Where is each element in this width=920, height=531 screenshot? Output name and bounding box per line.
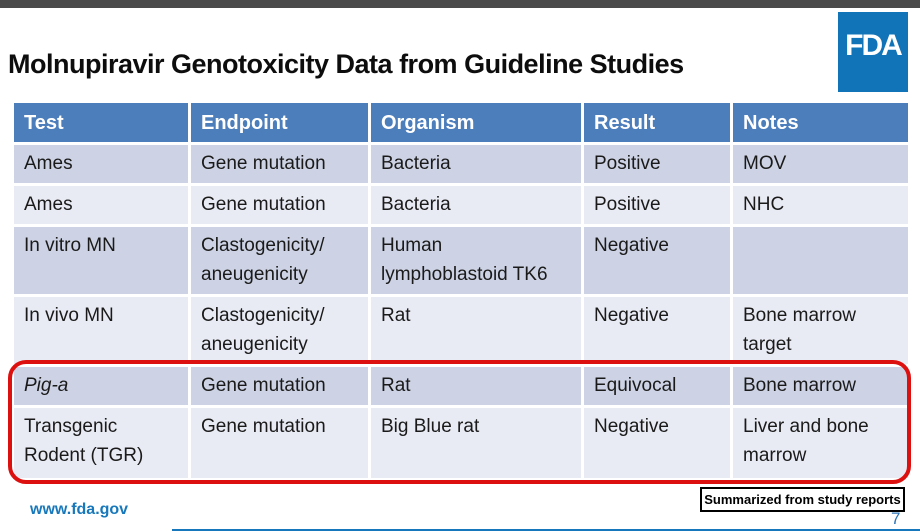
cell-notes: Liver and bone marrow [733, 408, 908, 478]
column-header-test: Test [14, 103, 188, 142]
fda-logo: FDA [838, 12, 908, 92]
cell-notes: Bone marrow [733, 367, 908, 405]
cell-endpoint: Gene mutation [191, 145, 368, 183]
table-row: Ames Gene mutation Bacteria Positive MOV [14, 145, 908, 183]
fda-logo-text: FDA [845, 29, 903, 62]
page-title: Molnupiravir Genotoxicity Data from Guid… [8, 49, 684, 80]
cell-endpoint: Clastogenicity/ aneugenicity [191, 297, 368, 364]
cell-test: Ames [14, 145, 188, 183]
column-header-notes: Notes [733, 103, 908, 142]
cell-test: Transgenic Rodent (TGR) [14, 408, 188, 478]
cell-test: In vitro MN [14, 227, 188, 294]
cell-notes: MOV [733, 145, 908, 183]
cell-organism: Big Blue rat [371, 408, 581, 478]
cell-notes: NHC [733, 186, 908, 224]
cell-endpoint: Gene mutation [191, 367, 368, 405]
column-header-result: Result [584, 103, 730, 142]
source-note-box: Summarized from study reports [700, 487, 905, 512]
column-header-organism: Organism [371, 103, 581, 142]
cell-organism: Bacteria [371, 145, 581, 183]
table-row-pig-a: Pig-a Gene mutation Rat Equivocal Bone m… [14, 367, 908, 405]
cell-test: Ames [14, 186, 188, 224]
cell-result: Positive [584, 186, 730, 224]
table-header-row: Test Endpoint Organism Result Notes [14, 103, 908, 142]
cell-notes [733, 227, 908, 294]
genotoxicity-table: Test Endpoint Organism Result Notes Ames… [11, 100, 911, 481]
cell-result: Negative [584, 408, 730, 478]
cell-organism: Rat [371, 367, 581, 405]
cell-notes: Bone marrow target [733, 297, 908, 364]
table-row-tgr: Transgenic Rodent (TGR) Gene mutation Bi… [14, 408, 908, 478]
top-accent-bar [0, 0, 920, 8]
source-note-text: Summarized from study reports [704, 492, 901, 507]
cell-result: Negative [584, 227, 730, 294]
fda-gov-link[interactable]: www.fda.gov [30, 501, 129, 518]
cell-endpoint: Gene mutation [191, 408, 368, 478]
cell-organism: Rat [371, 297, 581, 364]
cell-test: Pig-a [14, 367, 188, 405]
cell-result: Positive [584, 145, 730, 183]
cell-organism: Bacteria [371, 186, 581, 224]
cell-result: Equivocal [584, 367, 730, 405]
cell-result: Negative [584, 297, 730, 364]
column-header-endpoint: Endpoint [191, 103, 368, 142]
table-row: In vitro MN Clastogenicity/ aneugenicity… [14, 227, 908, 294]
cell-organism: Human lymphoblastoid TK6 [371, 227, 581, 294]
cell-endpoint: Gene mutation [191, 186, 368, 224]
cell-test: In vivo MN [14, 297, 188, 364]
page-number: 7 [891, 509, 901, 528]
table-row: Ames Gene mutation Bacteria Positive NHC [14, 186, 908, 224]
table-row: In vivo MN Clastogenicity/ aneugenicity … [14, 297, 908, 364]
cell-endpoint: Clastogenicity/ aneugenicity [191, 227, 368, 294]
footer-accent-line [172, 529, 920, 531]
